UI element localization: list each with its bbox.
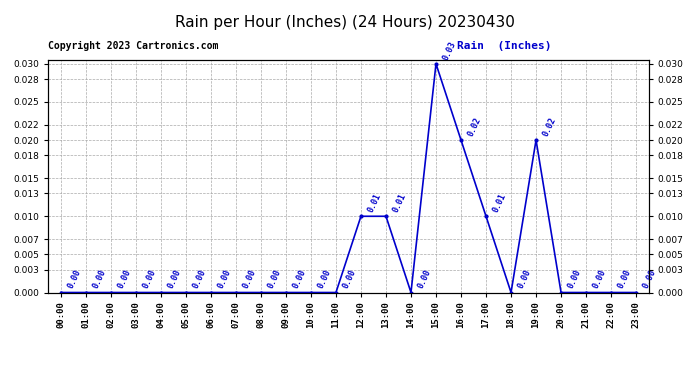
Text: 0.02: 0.02: [466, 116, 483, 138]
Text: 0.00: 0.00: [117, 268, 133, 290]
Text: Rain per Hour (Inches) (24 Hours) 20230430: Rain per Hour (Inches) (24 Hours) 202304…: [175, 15, 515, 30]
Text: 0.00: 0.00: [517, 268, 533, 290]
Text: 0.00: 0.00: [566, 268, 583, 290]
Text: 0.02: 0.02: [542, 116, 558, 138]
Text: 0.03: 0.03: [442, 40, 458, 62]
Text: Rain  (Inches): Rain (Inches): [457, 41, 551, 51]
Text: 0.00: 0.00: [591, 268, 608, 290]
Text: 0.01: 0.01: [391, 192, 408, 214]
Text: 0.00: 0.00: [241, 268, 258, 290]
Text: 0.00: 0.00: [191, 268, 208, 290]
Text: 0.00: 0.00: [617, 268, 633, 290]
Text: 0.00: 0.00: [266, 268, 283, 290]
Text: 0.00: 0.00: [642, 268, 658, 290]
Text: 0.01: 0.01: [366, 192, 383, 214]
Text: 0.01: 0.01: [491, 192, 508, 214]
Text: 0.00: 0.00: [317, 268, 333, 290]
Text: 0.00: 0.00: [166, 268, 183, 290]
Text: 0.00: 0.00: [291, 268, 308, 290]
Text: Copyright 2023 Cartronics.com: Copyright 2023 Cartronics.com: [48, 41, 219, 51]
Text: 0.00: 0.00: [342, 268, 358, 290]
Text: 0.00: 0.00: [141, 268, 158, 290]
Text: 0.00: 0.00: [417, 268, 433, 290]
Text: 0.00: 0.00: [217, 268, 233, 290]
Text: 0.00: 0.00: [66, 268, 83, 290]
Text: 0.00: 0.00: [91, 268, 108, 290]
